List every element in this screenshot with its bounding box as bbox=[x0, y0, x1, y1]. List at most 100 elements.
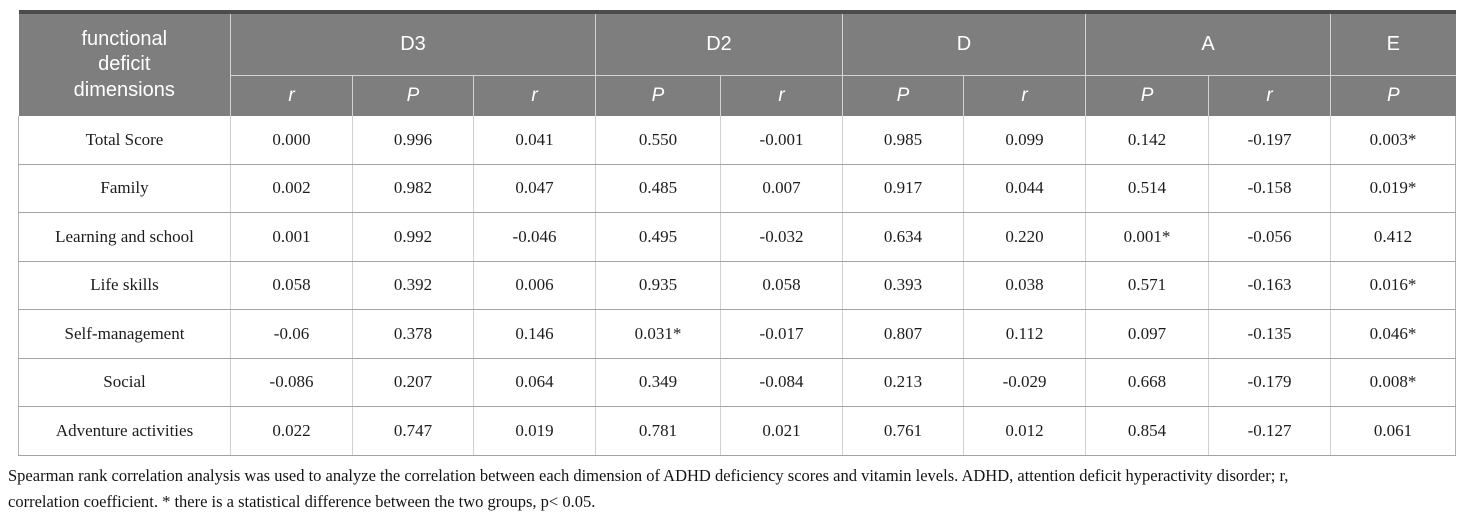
table-row: Life skills 0.058 0.392 0.006 0.935 0.058 0.39… bbox=[18, 261, 1457, 310]
header-group-row: functional deficit dimensions D3 D2 D A … bbox=[18, 12, 1456, 116]
group-header-d: D bbox=[842, 12, 1087, 76]
correlation-table: functional deficit dimensions D3 D2 D A … bbox=[18, 10, 1457, 456]
data-cell: -0.197 bbox=[1208, 116, 1332, 165]
data-cell: 0.002 bbox=[230, 164, 353, 213]
data-cell: -0.158 bbox=[1208, 164, 1332, 213]
data-cell: 0.001 bbox=[230, 212, 353, 262]
subheader-r: r bbox=[1208, 75, 1332, 116]
table-header: functional deficit dimensions D3 D2 D A … bbox=[18, 12, 1456, 116]
data-cell: 0.012 bbox=[963, 406, 1087, 456]
group-header-d2: D2 bbox=[594, 12, 844, 76]
subheader-r: r bbox=[963, 75, 1087, 116]
row-label: Social bbox=[18, 358, 231, 407]
data-cell: 0.393 bbox=[842, 261, 965, 310]
data-cell: -0.163 bbox=[1208, 261, 1332, 310]
data-cell: 0.000 bbox=[230, 116, 353, 165]
data-cell: 0.781 bbox=[595, 406, 721, 456]
table-row: Learning and school 0.001 0.992 -0.046 0.495… bbox=[18, 212, 1457, 262]
data-cell: 0.006 bbox=[473, 261, 596, 310]
data-cell: 0.985 bbox=[842, 116, 965, 165]
data-cell: -0.017 bbox=[719, 309, 844, 359]
table-body: Total Score 0.000 0.996 0.041 0.550 -0.001 0.9… bbox=[18, 116, 1457, 456]
data-cell: 0.041 bbox=[473, 116, 596, 165]
footnote-line-2: correlation coefficient. * there is a st… bbox=[8, 492, 596, 512]
table-row: Family 0.002 0.982 0.047 0.485 0.007 0.917 0.04… bbox=[18, 164, 1457, 213]
group-header-d3: D3 bbox=[230, 12, 596, 76]
data-cell: 0.022 bbox=[230, 406, 353, 456]
data-cell: 0.550 bbox=[595, 116, 721, 165]
data-cell: 0.058 bbox=[230, 261, 353, 310]
data-cell: 0.019 bbox=[473, 406, 596, 456]
corner-header-label: functional deficit dimensions bbox=[73, 27, 175, 101]
subheader-p: P bbox=[1085, 75, 1210, 116]
data-cell: 0.349 bbox=[595, 358, 721, 407]
data-cell: 0.761 bbox=[842, 406, 965, 456]
data-cell: 0.099 bbox=[963, 116, 1087, 165]
data-cell: 0.935 bbox=[595, 261, 721, 310]
data-cell: 0.412 bbox=[1330, 212, 1457, 262]
data-cell: 0.038 bbox=[963, 261, 1087, 310]
data-cell: 0.019* bbox=[1330, 164, 1457, 213]
corner-header-cell: functional deficit dimensions bbox=[18, 12, 231, 116]
header-sub-row: r P r P r P r P r P bbox=[19, 75, 1456, 116]
data-cell: 0.668 bbox=[1085, 358, 1210, 407]
data-cell: 0.485 bbox=[595, 164, 721, 213]
subheader-p: P bbox=[352, 75, 474, 116]
data-cell: 0.996 bbox=[352, 116, 474, 165]
subheader-r: r bbox=[719, 75, 844, 116]
data-cell: 0.807 bbox=[842, 309, 965, 359]
data-cell: -0.086 bbox=[230, 358, 353, 407]
data-cell: 0.854 bbox=[1085, 406, 1210, 456]
table-row: Self-management -0.06 0.378 0.146 0.031* -0.0… bbox=[18, 309, 1457, 359]
row-label: Learning and school bbox=[18, 212, 231, 262]
data-cell: 0.142 bbox=[1085, 116, 1210, 165]
data-cell: 0.008* bbox=[1330, 358, 1457, 407]
data-cell: -0.032 bbox=[719, 212, 844, 262]
data-cell: 0.220 bbox=[963, 212, 1087, 262]
data-cell: 0.031* bbox=[595, 309, 721, 359]
table-row: Adventure activities 0.022 0.747 0.019 0.781… bbox=[18, 406, 1457, 456]
data-cell: 0.982 bbox=[352, 164, 474, 213]
data-cell: -0.127 bbox=[1208, 406, 1332, 456]
data-cell: 0.097 bbox=[1085, 309, 1210, 359]
table-row: Total Score 0.000 0.996 0.041 0.550 -0.001 0.9… bbox=[18, 116, 1457, 165]
table-row: Social -0.086 0.207 0.064 0.349 -0.084 0.213 -0… bbox=[18, 358, 1457, 407]
data-cell: 0.064 bbox=[473, 358, 596, 407]
data-cell: 0.112 bbox=[963, 309, 1087, 359]
data-cell: 0.058 bbox=[719, 261, 844, 310]
data-cell: 0.047 bbox=[473, 164, 596, 213]
data-cell: 0.495 bbox=[595, 212, 721, 262]
group-header-e: E bbox=[1330, 12, 1456, 76]
data-cell: 0.378 bbox=[352, 309, 474, 359]
data-cell: 0.016* bbox=[1330, 261, 1457, 310]
data-cell: 0.571 bbox=[1085, 261, 1210, 310]
subheader-p: P bbox=[1330, 75, 1456, 116]
data-cell: 0.003* bbox=[1330, 116, 1457, 165]
data-cell: 0.992 bbox=[352, 212, 474, 262]
subheader-r: r bbox=[230, 75, 353, 116]
group-header-a: A bbox=[1085, 12, 1332, 76]
data-cell: -0.056 bbox=[1208, 212, 1332, 262]
table-footnote: Spearman rank correlation analysis was u… bbox=[8, 463, 1460, 516]
data-cell: 0.392 bbox=[352, 261, 474, 310]
subheader-p: P bbox=[595, 75, 721, 116]
row-label: Adventure activities bbox=[18, 406, 231, 456]
row-label: Life skills bbox=[18, 261, 231, 310]
subheader-r: r bbox=[473, 75, 596, 116]
row-label: Total Score bbox=[18, 116, 231, 165]
data-cell: 0.634 bbox=[842, 212, 965, 262]
data-cell: 0.146 bbox=[473, 309, 596, 359]
data-cell: 0.007 bbox=[719, 164, 844, 213]
data-cell: -0.135 bbox=[1208, 309, 1332, 359]
data-cell: -0.06 bbox=[230, 309, 353, 359]
row-label: Self-management bbox=[18, 309, 231, 359]
data-cell: -0.029 bbox=[963, 358, 1087, 407]
data-cell: 0.747 bbox=[352, 406, 474, 456]
data-cell: 0.046* bbox=[1330, 309, 1457, 359]
data-cell: 0.061 bbox=[1330, 406, 1457, 456]
data-cell: 0.514 bbox=[1085, 164, 1210, 213]
data-cell: 0.001* bbox=[1085, 212, 1210, 262]
footnote-line-1: Spearman rank correlation analysis was u… bbox=[8, 465, 1289, 485]
data-cell: -0.179 bbox=[1208, 358, 1332, 407]
